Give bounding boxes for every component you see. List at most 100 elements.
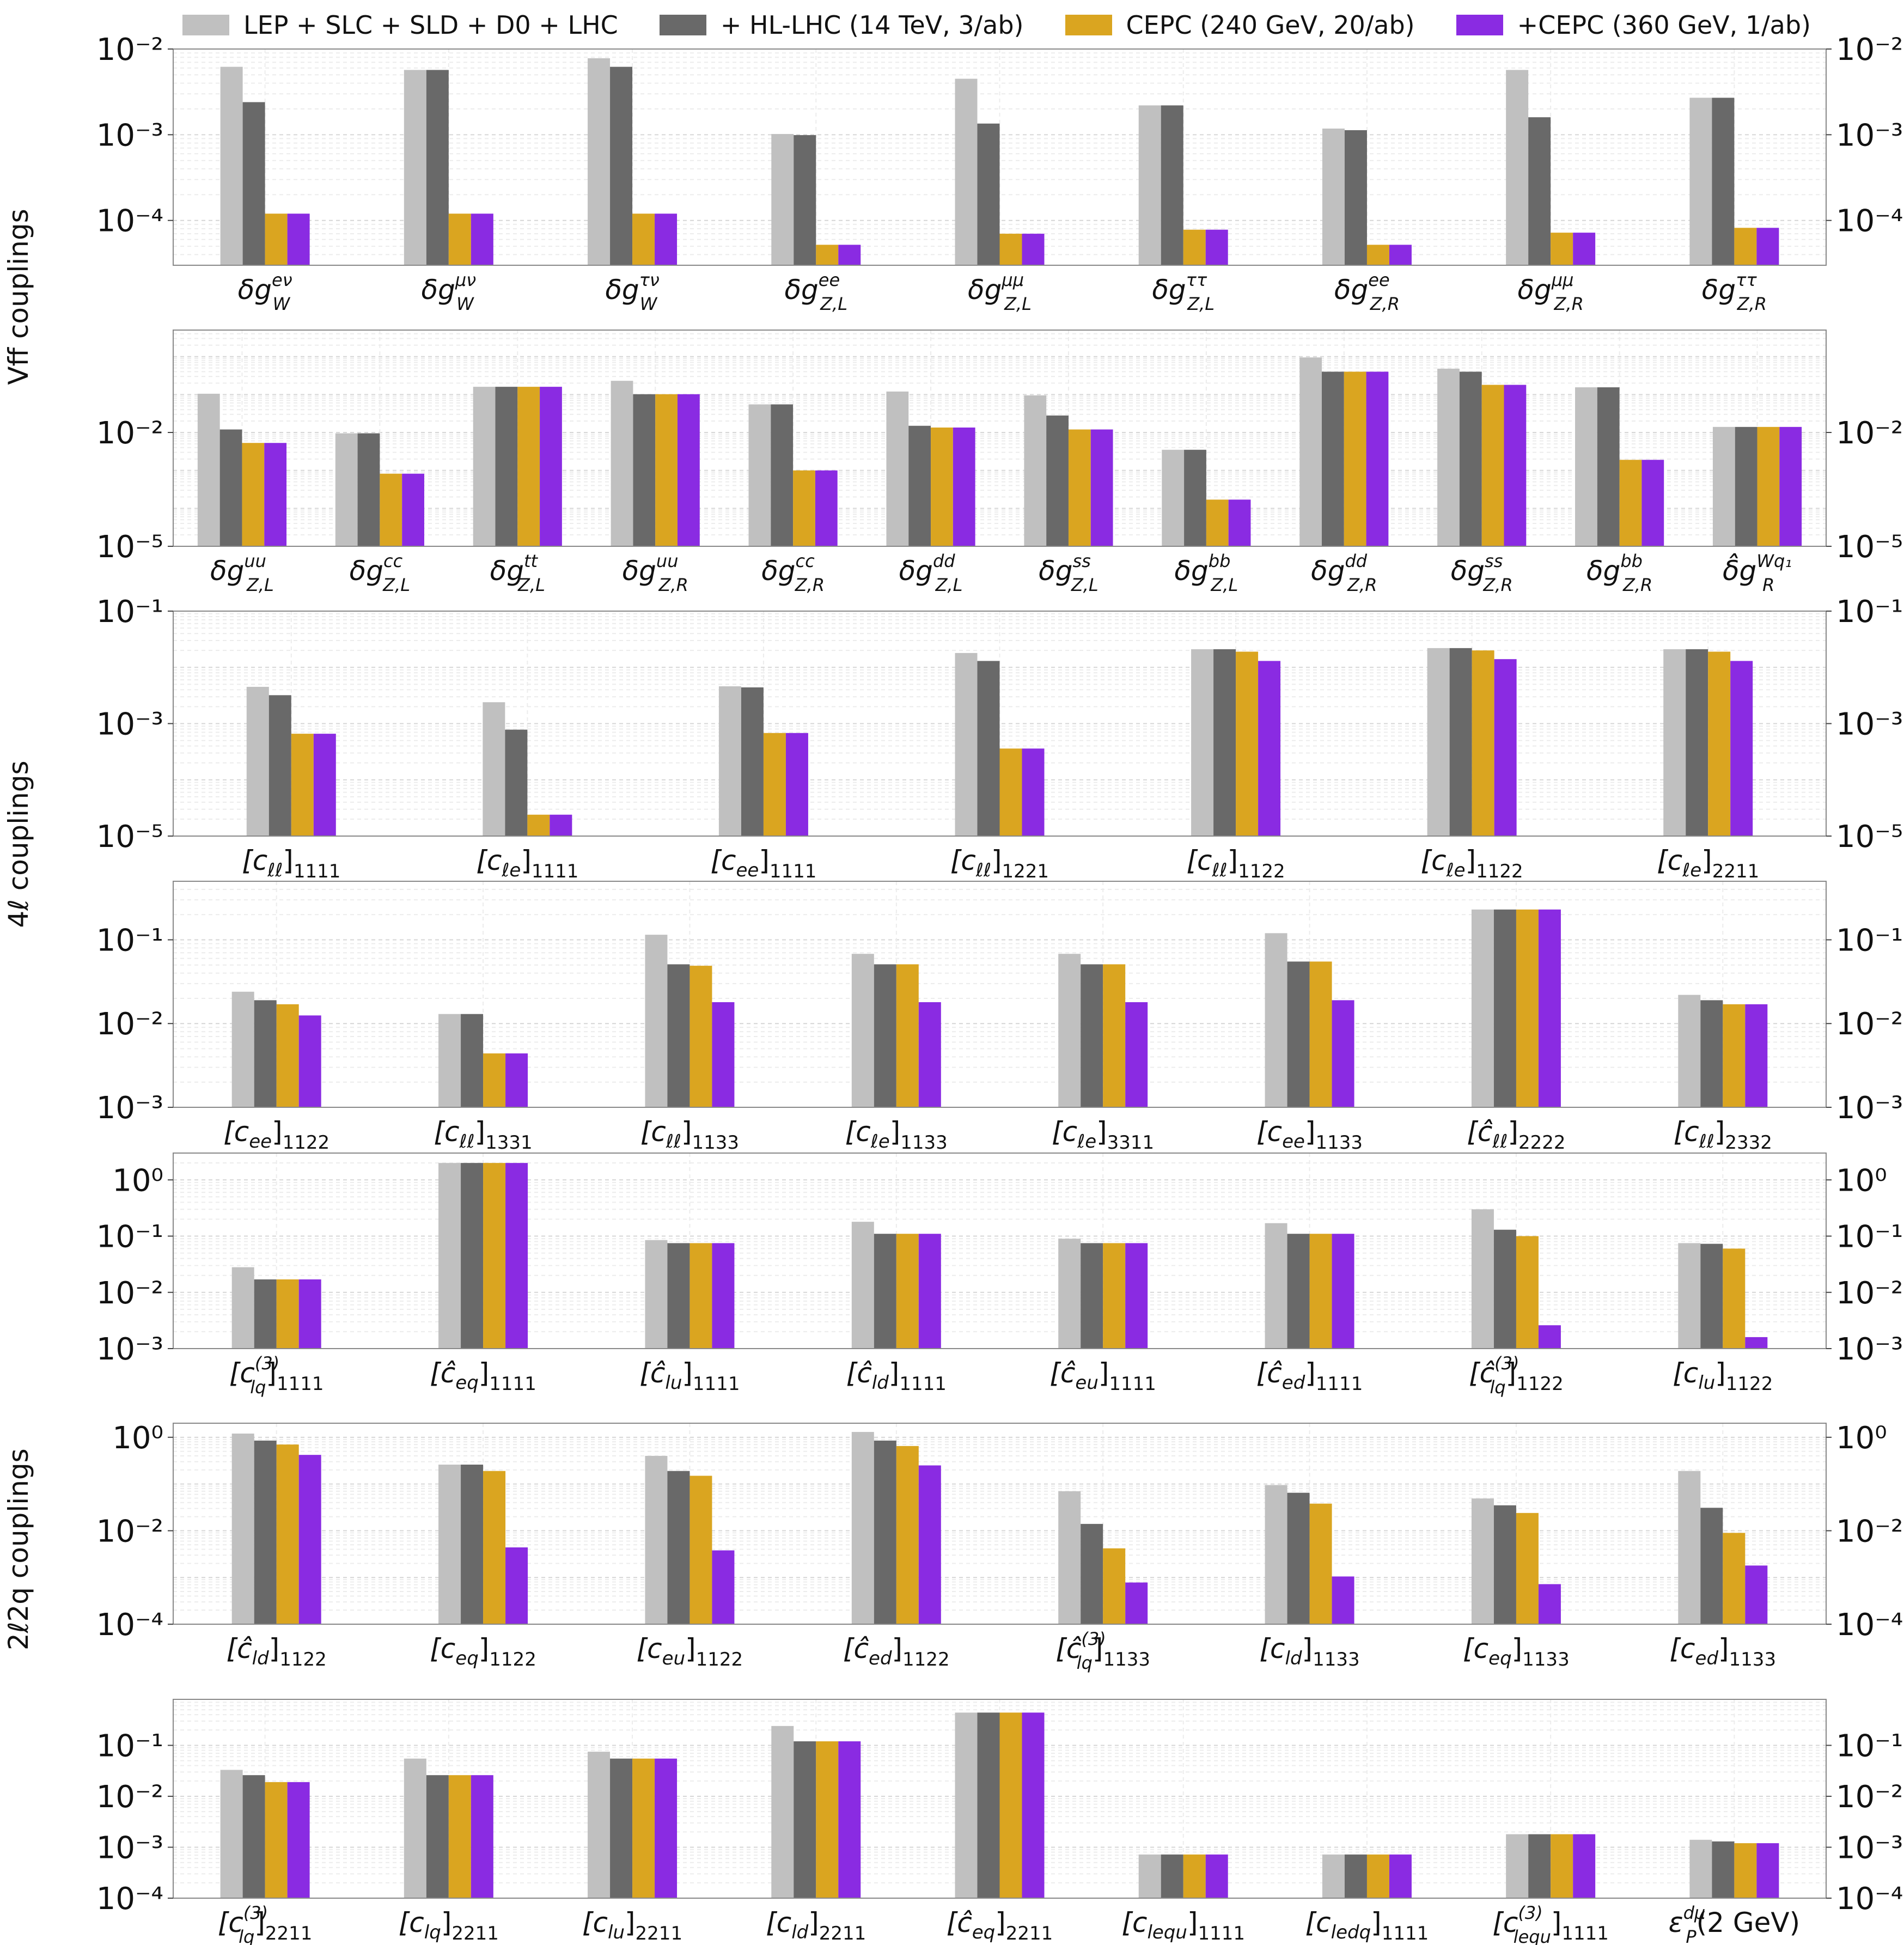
x-tick-label-7: [ceq]1133 — [1463, 1633, 1570, 1670]
bar-s2-c4 — [874, 1234, 896, 1349]
x-tick-label-5: δgcc Z,R — [761, 551, 825, 595]
bar-s3-c4 — [655, 394, 678, 546]
bar-s1-c7 — [1322, 129, 1345, 265]
bar-s1-c7 — [1471, 1209, 1494, 1349]
y-tick-label-left: 10⁻³ — [96, 118, 163, 153]
x-tick-label-1: [cℓℓ]1111 — [242, 845, 340, 882]
bar-s2-c7 — [1344, 1854, 1367, 1898]
bar-s3-c6 — [931, 427, 953, 546]
bar-s2-c1 — [242, 102, 265, 265]
x-tick-label-5: [ĉeu]1111 — [1049, 1357, 1156, 1395]
bar-s2-c2 — [461, 1163, 484, 1349]
legend-swatch-cepc360 — [1456, 15, 1503, 35]
bar-s1-c5 — [1058, 1491, 1081, 1624]
bar-s1-c3 — [645, 1455, 668, 1624]
bar-s3-c4 — [816, 1741, 839, 1898]
bar-s4-c8 — [1573, 1834, 1596, 1898]
bar-s1-c3 — [473, 387, 496, 546]
bar-s1-c8 — [1678, 1471, 1701, 1624]
bar-s2-c8 — [1184, 449, 1206, 546]
bar-s4-c4 — [838, 1741, 861, 1898]
bar-s3-c2 — [448, 214, 471, 265]
bar-s4-c3 — [712, 1550, 735, 1624]
bar-s3-c7 — [1516, 1513, 1539, 1624]
x-tick-label-9: δgdd Z,R — [1311, 551, 1377, 595]
bar-s4-c8 — [1745, 1004, 1768, 1107]
x-tick-label-4: [ĉld]1111 — [846, 1357, 947, 1395]
y-tick-label-right: 10⁻² — [1836, 416, 1903, 451]
x-tick-label-12: δ̂gWq₁ R — [1723, 551, 1792, 595]
x-tick-label-5: [cℓe]3311 — [1052, 1116, 1154, 1154]
bar-s1-c3 — [645, 935, 668, 1107]
bar-s3-c6 — [1309, 961, 1332, 1107]
x-tick-label-3: δgτν W — [605, 270, 660, 314]
plot-frame — [173, 1423, 1827, 1625]
bar-s2-c4 — [874, 964, 896, 1107]
bar-s3-c1 — [242, 443, 265, 546]
x-tick-label-5: [ĉ(3) lq]1133 — [1055, 1629, 1150, 1673]
bar-s4-c1 — [287, 214, 310, 265]
chart-panel-3: 10⁻⁵ 10⁻⁵ 10⁻³ 10⁻³ 10⁻¹ 10⁻¹ [cℓℓ]1111 [cℓe]11… — [96, 594, 1903, 882]
bar-s2-c8 — [1700, 1243, 1723, 1349]
x-tick-label-8: [cℓℓ]2332 — [1674, 1116, 1772, 1154]
bar-s4-c5 — [1125, 1002, 1148, 1107]
bar-s3-c5 — [999, 234, 1022, 265]
y-tick-label-left: 10⁻³ — [96, 1332, 163, 1367]
y-tick-label-left: 10⁻² — [96, 416, 163, 451]
x-tick-label-4: [cℓe]1133 — [845, 1116, 948, 1154]
bar-s3-c8 — [1723, 1533, 1746, 1624]
bar-s4-c8 — [1573, 233, 1596, 265]
bar-s2-c6 — [1161, 105, 1183, 265]
bar-s1-c6 — [1427, 648, 1450, 836]
bar-s1-c6 — [1265, 1223, 1287, 1349]
bar-s4-c7 — [1389, 245, 1412, 265]
y-tick-label-left: 10⁻¹ — [96, 923, 163, 958]
y-tick-label-right: 10⁻³ — [1836, 707, 1903, 742]
bar-s1-c5 — [1058, 1239, 1081, 1349]
legend-item-cepc240: CEPC (240 GeV, 20/ab) — [1065, 10, 1415, 40]
bar-s3-c5 — [1103, 964, 1126, 1107]
bar-s2-c6 — [1161, 1854, 1183, 1898]
bar-s3-c8 — [1551, 1834, 1573, 1898]
x-tick-label-4: [cℓℓ]1221 — [950, 845, 1049, 882]
x-tick-label-7: [ĉℓℓ]2222 — [1467, 1116, 1565, 1154]
bar-s2-c4 — [977, 661, 1000, 836]
legend-item-lep: LEP + SLC + SLD + D0 + LHC — [182, 10, 618, 40]
bar-s1-c5 — [1191, 649, 1214, 836]
bar-s4-c8 — [1745, 1565, 1768, 1624]
bar-s1-c1 — [231, 1267, 254, 1349]
bar-s4-c6 — [1332, 1234, 1354, 1349]
bar-s4-c8 — [1745, 1337, 1768, 1349]
bar-s3-c9 — [1734, 228, 1757, 265]
y-tick-label-left: 10⁻² — [96, 1007, 163, 1042]
x-tick-label-8: [clu]1122 — [1673, 1357, 1773, 1395]
x-tick-label-8: [ced]1133 — [1670, 1633, 1777, 1670]
x-tick-label-6: δgdd Z,L — [899, 551, 963, 595]
bar-s3-c7 — [1366, 1854, 1389, 1898]
bar-s3-c1 — [265, 214, 288, 265]
y-tick-label-left: 10⁻² — [96, 1779, 163, 1815]
bar-s2-c7 — [1493, 1505, 1516, 1624]
bar-s2-c9 — [1712, 97, 1735, 265]
bar-s3-c1 — [276, 1444, 299, 1624]
legend-swatch-cepc240 — [1065, 15, 1112, 35]
bar-s1-c11 — [1575, 387, 1597, 546]
bar-s2-c2 — [426, 1775, 449, 1898]
chart-panel-4: 10⁻³ 10⁻³ 10⁻² 10⁻² 10⁻¹ 10⁻¹ [cee]1122 [cℓℓ]13… — [96, 881, 1903, 1154]
bar-s3-c9 — [1344, 371, 1366, 546]
bar-s1-c2 — [438, 1465, 461, 1624]
y-tick-label-left: 10⁻¹ — [96, 594, 163, 630]
bar-s4-c3 — [712, 1243, 735, 1349]
chart-panel-6: 10⁻⁴ 10⁻⁴ 10⁻² 10⁻² 10⁰ 10⁰ [ĉld]1122 [ceq]1122… — [96, 1420, 1903, 1673]
x-tick-label-1: δguu Z,L — [210, 551, 274, 595]
bar-s4-c3 — [655, 1758, 678, 1898]
bar-s4-c1 — [298, 1015, 321, 1107]
bar-s4-c6 — [953, 427, 975, 546]
x-tick-label-1: [c(3) lq]1111 — [229, 1353, 324, 1398]
x-tick-label-4: δgee Z,L — [784, 270, 847, 314]
x-tick-label-7: δgee Z,R — [1334, 270, 1400, 314]
bar-s2-c5 — [1081, 1243, 1103, 1349]
x-tick-label-2: [ceq]1122 — [430, 1633, 536, 1670]
bar-s4-c9 — [1756, 228, 1779, 265]
bar-s4-c2 — [505, 1547, 528, 1624]
